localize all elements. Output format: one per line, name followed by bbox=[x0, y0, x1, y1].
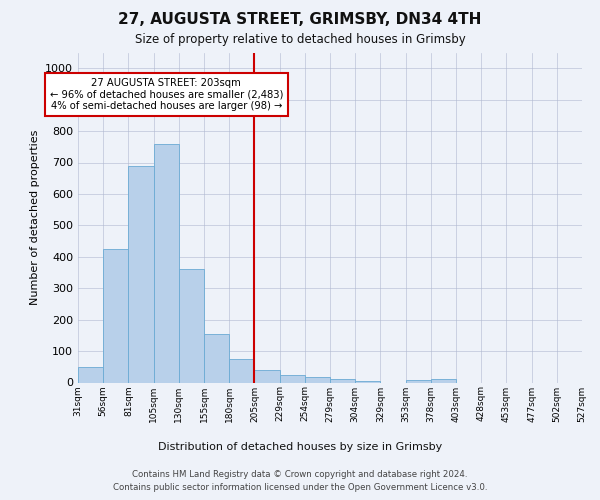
Text: Distribution of detached houses by size in Grimsby: Distribution of detached houses by size … bbox=[158, 442, 442, 452]
Bar bbox=[280, 374, 305, 382]
Bar bbox=[154, 144, 179, 382]
Text: Size of property relative to detached houses in Grimsby: Size of property relative to detached ho… bbox=[134, 32, 466, 46]
Text: 27, AUGUSTA STREET, GRIMSBY, DN34 4TH: 27, AUGUSTA STREET, GRIMSBY, DN34 4TH bbox=[118, 12, 482, 28]
Bar bbox=[254, 370, 280, 382]
Bar bbox=[406, 380, 431, 382]
Bar bbox=[103, 249, 128, 382]
Bar bbox=[179, 270, 204, 382]
Bar bbox=[431, 380, 456, 382]
Bar bbox=[78, 367, 103, 382]
Text: Contains public sector information licensed under the Open Government Licence v3: Contains public sector information licen… bbox=[113, 483, 487, 492]
Bar bbox=[229, 359, 254, 382]
Text: Contains HM Land Registry data © Crown copyright and database right 2024.: Contains HM Land Registry data © Crown c… bbox=[132, 470, 468, 479]
Bar bbox=[204, 334, 229, 382]
Bar bbox=[355, 381, 380, 382]
Text: 27 AUGUSTA STREET: 203sqm
← 96% of detached houses are smaller (2,483)
4% of sem: 27 AUGUSTA STREET: 203sqm ← 96% of detac… bbox=[50, 78, 283, 111]
Bar bbox=[305, 377, 330, 382]
Y-axis label: Number of detached properties: Number of detached properties bbox=[29, 130, 40, 305]
Bar bbox=[330, 380, 355, 382]
Bar bbox=[128, 166, 154, 382]
